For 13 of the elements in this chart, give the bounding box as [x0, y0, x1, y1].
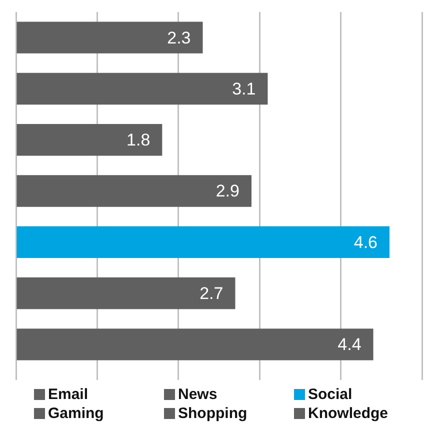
data-label: 2.3: [167, 28, 191, 48]
legend-label: Social: [308, 386, 352, 403]
legend-label: Gaming: [48, 405, 104, 422]
legend-label: Email: [48, 386, 88, 403]
data-label: 2.7: [200, 284, 224, 303]
data-label: 4.6: [354, 232, 378, 252]
data-label: 3.1: [232, 79, 256, 98]
legend-label: Knowledge: [308, 405, 388, 422]
data-label: 1.8: [126, 130, 150, 150]
legend-label: Shopping: [178, 405, 248, 422]
data-label: 4.4: [338, 335, 362, 354]
legend-label: News: [178, 386, 218, 403]
data-label: 2.9: [216, 182, 240, 201]
